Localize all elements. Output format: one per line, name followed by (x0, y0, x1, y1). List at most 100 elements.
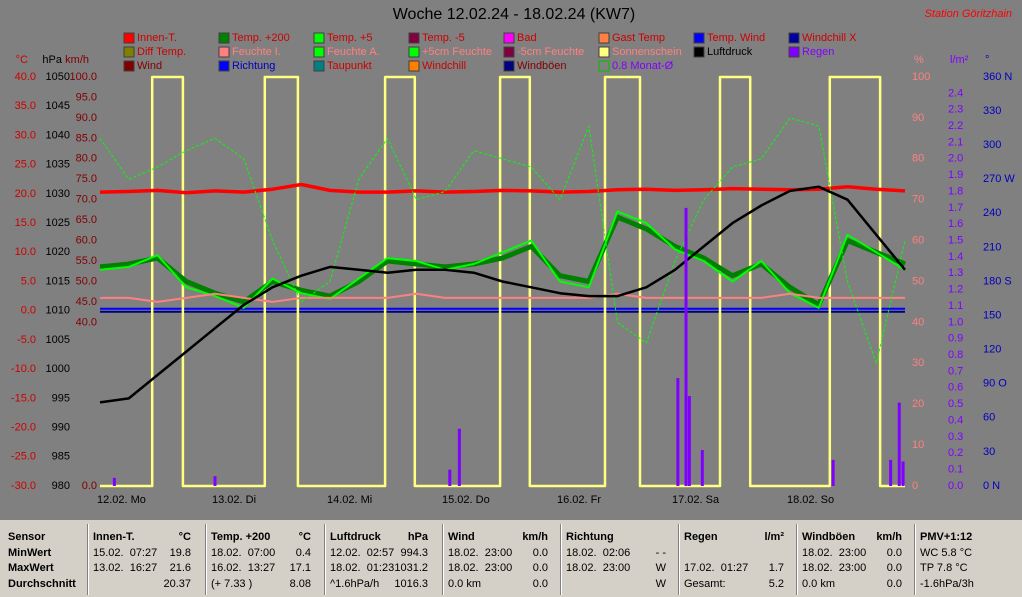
column-header: Richtung (566, 531, 614, 543)
y-tick-label: 70 (912, 194, 924, 206)
y-tick-label: 0.0 (948, 480, 963, 492)
y-tick-label: 1000 (46, 363, 70, 375)
y-tick-label: 1.7 (948, 202, 963, 214)
legend-label: +5cm Feuchte (422, 46, 492, 58)
rain-bar (213, 476, 217, 486)
cell-date: WC 5.8 °C (920, 547, 973, 559)
column-unit: °C (298, 531, 311, 543)
legend-swatch (503, 60, 515, 72)
y-tick-label: 980 (52, 480, 70, 492)
cell-value: 5.2 (768, 578, 784, 590)
cell-date: 0.0 km (448, 578, 482, 590)
legend-swatch (123, 60, 135, 72)
column-separator (560, 524, 562, 595)
y-tick-label: 20 (912, 398, 924, 410)
y-tick-label: 65.0 (76, 214, 97, 226)
legend-swatch (693, 46, 705, 58)
legend-swatch (598, 46, 610, 58)
y-tick-label: 25.0 (15, 159, 36, 171)
legend-swatch (503, 46, 515, 58)
cell-value: W (655, 562, 666, 574)
y-tick-label: 0.5 (948, 398, 963, 410)
cell-value: 0.0 (886, 562, 902, 574)
axis-title: °C (16, 54, 28, 66)
rain-bar (831, 459, 835, 486)
column-separator (87, 524, 89, 595)
y-tick-label: 0.7 (948, 365, 963, 377)
legend-label: Feuchte A. (327, 46, 380, 58)
cell-date: Gesamt: (684, 578, 726, 590)
axis-title: % (914, 54, 924, 66)
column-header: PMV+1:12 (920, 531, 973, 543)
series-line (100, 75, 905, 488)
legend-label: Regen (802, 46, 834, 58)
y-tick-label: 10.0 (15, 246, 36, 258)
legend-swatch (313, 32, 325, 44)
cell-date: 12.02. 02:57 (330, 547, 395, 559)
cell-date: (+ 7.33 ) (211, 578, 253, 590)
legend-swatch (218, 32, 230, 44)
y-tick-label: 60 (912, 235, 924, 247)
cell-date: 16.02. 13:27 (211, 562, 276, 574)
cell-date: 17.02. 01:27 (684, 562, 749, 574)
y-tick-label: 1.5 (948, 235, 963, 247)
y-tick-label: 0.2 (948, 447, 963, 459)
cell-value: 19.8 (169, 547, 191, 559)
y-tick-label: 150 (983, 309, 1001, 321)
y-tick-label: 100 (912, 71, 930, 83)
axis-title: ° (985, 54, 989, 66)
cell-date: 18.02. 07:00 (211, 547, 276, 559)
legend-label: Taupunkt (327, 60, 372, 72)
column-unit: °C (178, 531, 191, 543)
y-tick-label: 95.0 (76, 91, 97, 103)
cell-date: 18.02. 23:00 (802, 547, 867, 559)
y-tick-label: -10.0 (11, 363, 36, 375)
y-tick-label: 100.0 (69, 71, 97, 83)
legend-swatch (408, 46, 420, 58)
column-separator (205, 524, 207, 595)
y-tick-label: 75.0 (76, 173, 97, 185)
cell-value: 0.0 (886, 578, 902, 590)
station-name: Station Göritzhain (925, 8, 1012, 20)
cell-date: -1.6hPa/3h (920, 578, 974, 590)
axis-title: km/h (65, 54, 89, 66)
column-header: Windböen (802, 531, 856, 543)
legend-label: Windchill X (802, 32, 857, 44)
legend-label: Windchill (422, 60, 466, 72)
y-tick-label: 0.3 (948, 431, 963, 443)
y-tick-label: 985 (52, 451, 70, 463)
chart-title: Woche 12.02.24 - 18.02.24 (KW7) (393, 6, 636, 23)
row-label: MinWert (8, 547, 52, 559)
y-tick-label: 0.0 (21, 305, 36, 317)
legend-label: Temp. -5 (422, 32, 465, 44)
legend-swatch (123, 46, 135, 58)
legend-label: Sonnenschein (612, 46, 682, 58)
legend-swatch (598, 32, 610, 44)
x-tick-label: 17.02. Sa (672, 494, 720, 506)
legend-swatch (503, 32, 515, 44)
chart: Woche 12.02.24 - 18.02.24 (KW7) Station … (0, 0, 1022, 520)
y-tick-label: 85.0 (76, 132, 97, 144)
legend-label: Bad (517, 32, 537, 44)
legend-label: Richtung (232, 60, 275, 72)
y-tick-label: 2.3 (948, 104, 963, 116)
row-label: MaxWert (8, 562, 54, 574)
cell-date: ^1.6hPa/h (330, 578, 380, 590)
x-tick-label: 13.02. Di (212, 494, 256, 506)
cell-date: 18.02. 23:00 (448, 562, 513, 574)
rain-bar (897, 402, 901, 486)
cell-value: 0.4 (295, 547, 311, 559)
y-tick-label: 1015 (46, 275, 70, 287)
cell-date: 18.02. 01:23 (330, 562, 395, 574)
cell-date: 0.0 km (802, 578, 836, 590)
y-tick-label: 2.4 (948, 87, 963, 99)
y-tick-label: 40.0 (15, 71, 36, 83)
legend-swatch (408, 60, 420, 72)
x-tick-label: 12.02. Mo (97, 494, 146, 506)
row-label: Durchschnitt (8, 578, 76, 590)
y-tick-label: 30.0 (15, 129, 36, 141)
legend-swatch (123, 32, 135, 44)
rain-bar (457, 428, 461, 486)
y-tick-label: 80 (912, 153, 924, 165)
